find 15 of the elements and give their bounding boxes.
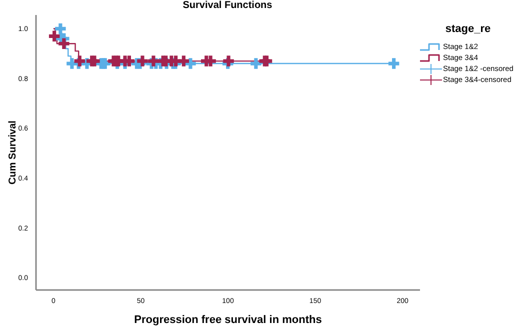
point (48, 30, 60, 42)
legend-title: stage_re (444, 23, 492, 35)
point (74, 56, 86, 66)
x-axis-title: Progression free survival in months (134, 314, 322, 326)
point (55, 23, 66, 34)
y-axis-title: Cum Survival (8, 120, 19, 184)
point (223, 56, 234, 66)
point (250, 58, 262, 69)
point (148, 56, 159, 66)
point (388, 58, 400, 69)
point (58, 38, 70, 49)
point (137, 56, 148, 66)
chart-title: Survival Functions (182, 0, 274, 11)
point (178, 56, 190, 66)
point (89, 56, 100, 66)
